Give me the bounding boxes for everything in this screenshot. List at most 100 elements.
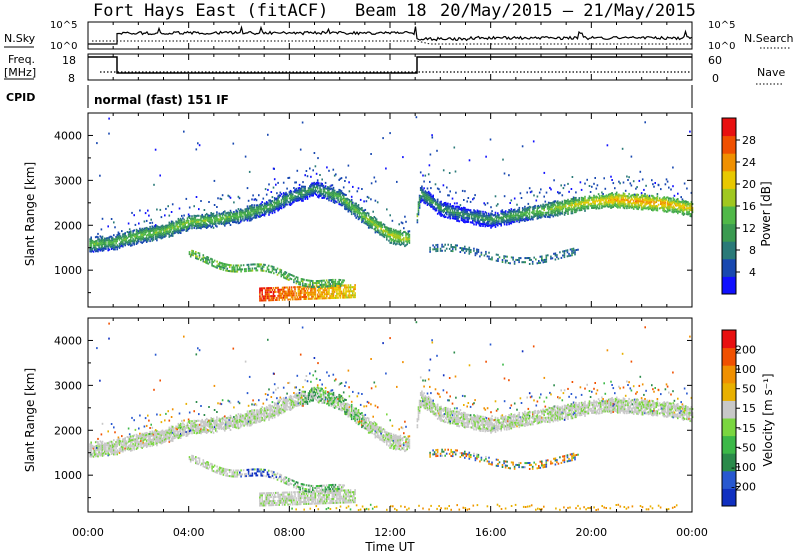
power-cell: [502, 158, 504, 161]
power-cell: [686, 187, 688, 190]
power-cell: [282, 294, 285, 297]
power-cell: [647, 202, 650, 205]
power-cell: [680, 205, 682, 208]
power-cell: [598, 203, 601, 206]
velocity-cell: [167, 437, 169, 440]
power-cell: [498, 256, 501, 259]
power-cell: [203, 256, 206, 259]
power-cell: [541, 213, 543, 216]
power-cell: [519, 215, 522, 218]
power-cell: [495, 259, 498, 262]
power-cell: [501, 259, 504, 261]
power-cell: [304, 285, 306, 287]
power-cell: [144, 231, 147, 234]
power-cell: [316, 191, 319, 194]
power-cell: [675, 200, 678, 203]
power-cell: [259, 265, 261, 268]
power-cell: [397, 230, 399, 233]
power-cell: [425, 197, 428, 200]
power-cell: [227, 213, 229, 216]
power-cell: [140, 235, 142, 237]
power-cell: [151, 229, 154, 232]
velocity-cell: [134, 428, 137, 431]
power-cell: [234, 219, 236, 221]
velocity-cell: [198, 423, 200, 426]
power-cell: [504, 214, 507, 217]
power-cell: [96, 239, 98, 242]
power-cell: [493, 222, 496, 225]
power-cell: [490, 212, 492, 215]
power-cell: [143, 239, 146, 242]
power-cell: [513, 262, 516, 265]
power-cell: [370, 220, 372, 223]
power-cell: [148, 234, 150, 237]
power-cell: [304, 193, 306, 196]
power-cell: [528, 257, 531, 259]
power-cell: [354, 288, 356, 291]
power-cell: [486, 219, 489, 221]
power-cell: [641, 206, 644, 209]
power-cell: [611, 200, 613, 203]
power-cell: [632, 205, 635, 208]
power-cell: [314, 182, 317, 185]
power-cell: [579, 205, 582, 208]
power-cell: [536, 205, 539, 208]
power-cell: [271, 297, 274, 300]
power-cell: [357, 218, 360, 221]
power-cell: [123, 239, 125, 242]
power-cell: [597, 203, 600, 206]
velocity-cell: [127, 446, 130, 449]
velocity-cell: [145, 433, 148, 436]
power-cell: [352, 286, 354, 289]
power-cell: [324, 187, 327, 190]
power-cell: [215, 218, 217, 221]
power-cell: [481, 214, 483, 217]
power-cell: [371, 219, 373, 221]
power-cell: [602, 193, 604, 195]
power-cell: [637, 198, 639, 200]
power-cell: [223, 267, 226, 270]
power-cell: [535, 212, 538, 215]
velocity-cell: [195, 420, 198, 423]
power-cell: [286, 278, 289, 281]
power-cell: [430, 195, 432, 198]
power-cell: [265, 270, 267, 273]
power-cell: [302, 181, 304, 184]
power-cell: [530, 217, 533, 220]
power-cell: [491, 210, 493, 213]
power-cell: [144, 239, 147, 242]
velocity-cell: [181, 424, 183, 427]
power-cell: [335, 294, 337, 297]
power-cell: [90, 242, 92, 245]
velocity-cell: [145, 435, 148, 438]
power-cell: [263, 208, 266, 211]
power-cell: [147, 233, 149, 236]
power-cell: [559, 201, 561, 204]
velocity-cell: [154, 429, 157, 432]
power-cell: [145, 219, 148, 222]
power-cell: [197, 142, 199, 145]
power-cell: [209, 220, 211, 223]
power-cell: [569, 202, 571, 205]
power-cell: [361, 219, 363, 222]
velocity-cell: [148, 443, 150, 446]
velocity-cell: [107, 454, 109, 457]
power-cell: [196, 222, 199, 225]
power-cell: [551, 206, 553, 209]
velocity-cell: [133, 438, 135, 441]
power-cell: [271, 206, 274, 209]
power-cell: [484, 217, 487, 220]
power-cell: [622, 206, 625, 209]
power-cell: [301, 121, 304, 124]
power-cell: [480, 253, 483, 256]
power-cell: [186, 229, 189, 232]
power-cell: [550, 202, 552, 205]
power-cell: [272, 207, 275, 210]
power-cell: [328, 191, 330, 194]
power-cell: [268, 295, 270, 298]
power-cell: [236, 210, 239, 213]
power-cell: [449, 215, 451, 218]
power-cell: [236, 270, 239, 273]
power-cell: [332, 188, 335, 191]
power-cell: [330, 195, 333, 198]
